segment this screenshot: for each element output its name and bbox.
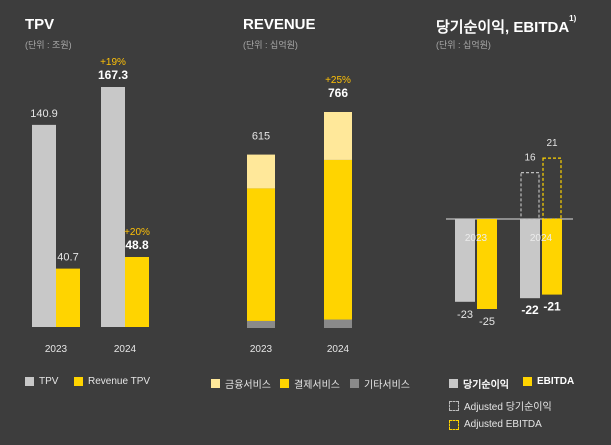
tpv-bar-tpv-2024: [101, 87, 125, 327]
revenue-legend-label-other: 기타서비스: [364, 380, 410, 391]
tpv-bar-revenue-tpv-2023: [56, 268, 80, 327]
profit-value-label-net-income-2023: -23: [457, 309, 473, 321]
profit-title-footnote: 1): [569, 14, 577, 23]
revenue-legend-swatch-light-yellow: [211, 379, 220, 388]
revenue-xtick-2024: 2024: [327, 344, 350, 355]
tpv-value-label-revenue-tpv-2024: 48.8: [125, 238, 149, 252]
tpv-growth-label-revenue-tpv: +20%: [124, 227, 150, 238]
tpv-legend-revenue-tpv: Revenue TPV: [74, 376, 150, 387]
revenue-bar-finance-2023: [247, 154, 275, 189]
revenue-bar-payment-2024: [324, 159, 352, 320]
revenue-legend-swatch-yellow: [280, 379, 289, 388]
tpv-xtick-2024: 2024: [114, 344, 137, 355]
profit-legend-swatch-dashed-gray: [449, 400, 459, 411]
tpv-value-label-revenue-tpv-2023: 40.7: [57, 252, 78, 264]
revenue-legend-swatch-dark-gray: [350, 379, 359, 388]
profit-bar-adj-ebitda-2024: [542, 157, 562, 220]
revenue-growth-label: +25%: [325, 75, 351, 86]
profit-legend-adj-ebitda: Adjusted EBITDA: [449, 419, 542, 430]
revenue-total-label-2023: 615: [252, 131, 270, 143]
revenue-legend-label-finance: 금융서비스: [225, 380, 271, 391]
profit-legend-label-ebitda: EBITDA: [537, 376, 575, 387]
profit-legend-label-adj-ebitda: Adjusted EBITDA: [464, 419, 542, 430]
profit-legend-swatch-gray: [449, 379, 458, 388]
profit-title: 당기순이익, EBITDA1): [436, 14, 577, 37]
revenue-bar-other-2023: [247, 320, 275, 328]
revenue-xtick-2023: 2023: [250, 344, 273, 355]
tpv-legend-label-revenue-tpv: Revenue TPV: [88, 376, 151, 387]
tpv-bar-tpv-2023: [32, 124, 56, 327]
profit-legend-net-income: 당기순이익: [449, 376, 509, 391]
revenue-legend-finance: 금융서비스: [211, 376, 271, 391]
profit-legend-label-net-income: 당기순이익: [463, 380, 509, 391]
profit-bar-net-income-2023: [455, 219, 475, 302]
profit-value-label-ebitda-2024: -21: [543, 300, 561, 314]
tpv-growth-label-tpv: +19%: [100, 57, 126, 68]
tpv-legend-swatch-gray: [25, 377, 34, 386]
profit-bar-ebitda-2023: [477, 219, 497, 309]
revenue-total-label-2024: 766: [328, 86, 348, 100]
profit-value-label-adj-net-income-2024: 16: [524, 153, 536, 164]
revenue-bar-payment-2023: [247, 188, 275, 321]
revenue-legend-other: 기타서비스: [350, 376, 410, 391]
profit-xtick-2023: 2023: [465, 233, 488, 244]
profit-value-label-ebitda-2023: -25: [479, 316, 495, 328]
profit-xtick-2024: 2024: [530, 233, 553, 244]
tpv-value-label-tpv-2023: 140.9: [30, 108, 58, 120]
tpv-legend-tpv: TPV: [25, 376, 58, 387]
profit-legend-swatch-yellow: [523, 377, 532, 386]
profit-bar-ebitda-2024: [542, 219, 562, 295]
tpv-legend-label-tpv: TPV: [39, 376, 59, 387]
profit-value-label-adj-ebitda-2024: 21: [546, 138, 558, 149]
tpv-xtick-2023: 2023: [45, 344, 68, 355]
tpv-title: TPV: [25, 16, 55, 33]
tpv-legend-swatch-yellow: [74, 377, 83, 386]
profit-legend-swatch-dashed-yellow: [449, 419, 459, 430]
profit-value-label-net-income-2024: -22: [521, 303, 539, 317]
profit-unit-note: (단위 : 십억원): [436, 40, 491, 50]
profit-legend-adj-net-income: Adjusted 당기순이익: [449, 398, 552, 413]
profit-legend-ebitda: EBITDA: [523, 376, 574, 387]
revenue-bar-other-2024: [324, 319, 352, 328]
revenue-legend-payment: 결제서비스: [280, 376, 340, 391]
profit-bar-adj-net-income-2024: [520, 172, 540, 220]
tpv-bar-revenue-tpv-2024: [125, 256, 149, 327]
tpv-value-label-tpv-2024: 167.3: [98, 68, 128, 82]
revenue-unit-note: (단위 : 십억원): [243, 40, 298, 50]
profit-bar-net-income-2024: [520, 219, 540, 299]
profit-title-text: 당기순이익, EBITDA: [436, 19, 570, 36]
revenue-legend-label-payment: 결제서비스: [294, 380, 340, 391]
profit-legend-label-adj-net-income: Adjusted 당기순이익: [464, 402, 552, 413]
tpv-unit-note: (단위 : 조원): [25, 40, 72, 50]
revenue-bar-finance-2024: [324, 112, 352, 160]
revenue-title: REVENUE: [243, 16, 316, 33]
